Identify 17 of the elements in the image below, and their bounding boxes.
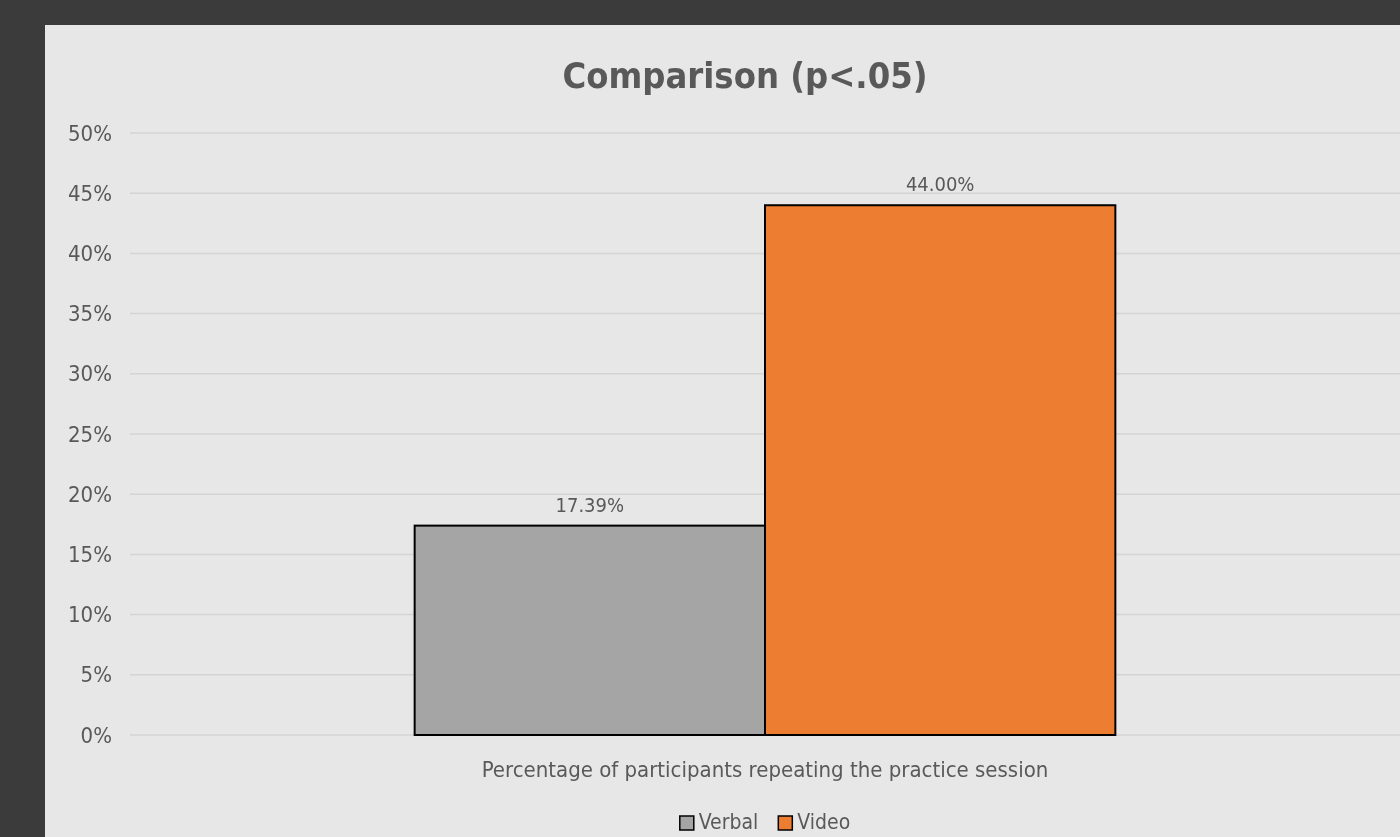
y-tick-label: 45%: [68, 180, 112, 206]
y-tick-label: 15%: [68, 541, 112, 567]
chart-title: Comparison (p<.05): [562, 55, 928, 96]
y-tick-label: 5%: [80, 662, 112, 688]
y-tick-label: 20%: [68, 481, 112, 507]
data-label: 17.39%: [555, 492, 625, 517]
y-tick-label: 0%: [80, 722, 112, 748]
y-tick-label: 30%: [68, 361, 112, 387]
y-tick-label: 50%: [68, 120, 112, 146]
y-tick-label: 40%: [68, 240, 112, 266]
data-label: 44.00%: [905, 172, 975, 197]
x-tick-label: Percentage of participants repeating the practice session: [481, 757, 1049, 782]
y-tick-label: 10%: [68, 602, 112, 628]
y-tick-label: 35%: [68, 301, 112, 327]
legend-label: Video: [797, 810, 851, 834]
legend-label: Verbal: [698, 810, 759, 834]
y-tick-label: 25%: [68, 421, 112, 447]
